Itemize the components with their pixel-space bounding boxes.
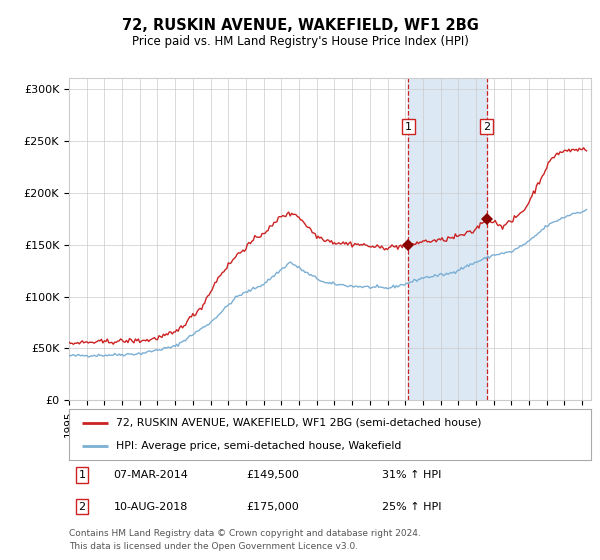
Text: £149,500: £149,500: [247, 470, 299, 480]
Text: 31% ↑ HPI: 31% ↑ HPI: [382, 470, 442, 480]
Bar: [409, 78, 487, 400]
Text: 2: 2: [483, 122, 490, 132]
Text: Price paid vs. HM Land Registry's House Price Index (HPI): Price paid vs. HM Land Registry's House …: [131, 35, 469, 48]
Text: This data is licensed under the Open Government Licence v3.0.: This data is licensed under the Open Gov…: [69, 542, 358, 551]
Text: 1: 1: [405, 122, 412, 132]
Text: 72, RUSKIN AVENUE, WAKEFIELD, WF1 2BG: 72, RUSKIN AVENUE, WAKEFIELD, WF1 2BG: [122, 18, 478, 34]
Text: HPI: Average price, semi-detached house, Wakefield: HPI: Average price, semi-detached house,…: [116, 441, 401, 451]
Text: £175,000: £175,000: [247, 502, 299, 512]
Text: 07-MAR-2014: 07-MAR-2014: [113, 470, 188, 480]
Text: Contains HM Land Registry data © Crown copyright and database right 2024.: Contains HM Land Registry data © Crown c…: [69, 529, 421, 538]
Text: 72, RUSKIN AVENUE, WAKEFIELD, WF1 2BG (semi-detached house): 72, RUSKIN AVENUE, WAKEFIELD, WF1 2BG (s…: [116, 418, 481, 428]
Text: 2: 2: [79, 502, 86, 512]
Text: 1: 1: [79, 470, 86, 480]
Text: 25% ↑ HPI: 25% ↑ HPI: [382, 502, 442, 512]
Text: 10-AUG-2018: 10-AUG-2018: [113, 502, 188, 512]
